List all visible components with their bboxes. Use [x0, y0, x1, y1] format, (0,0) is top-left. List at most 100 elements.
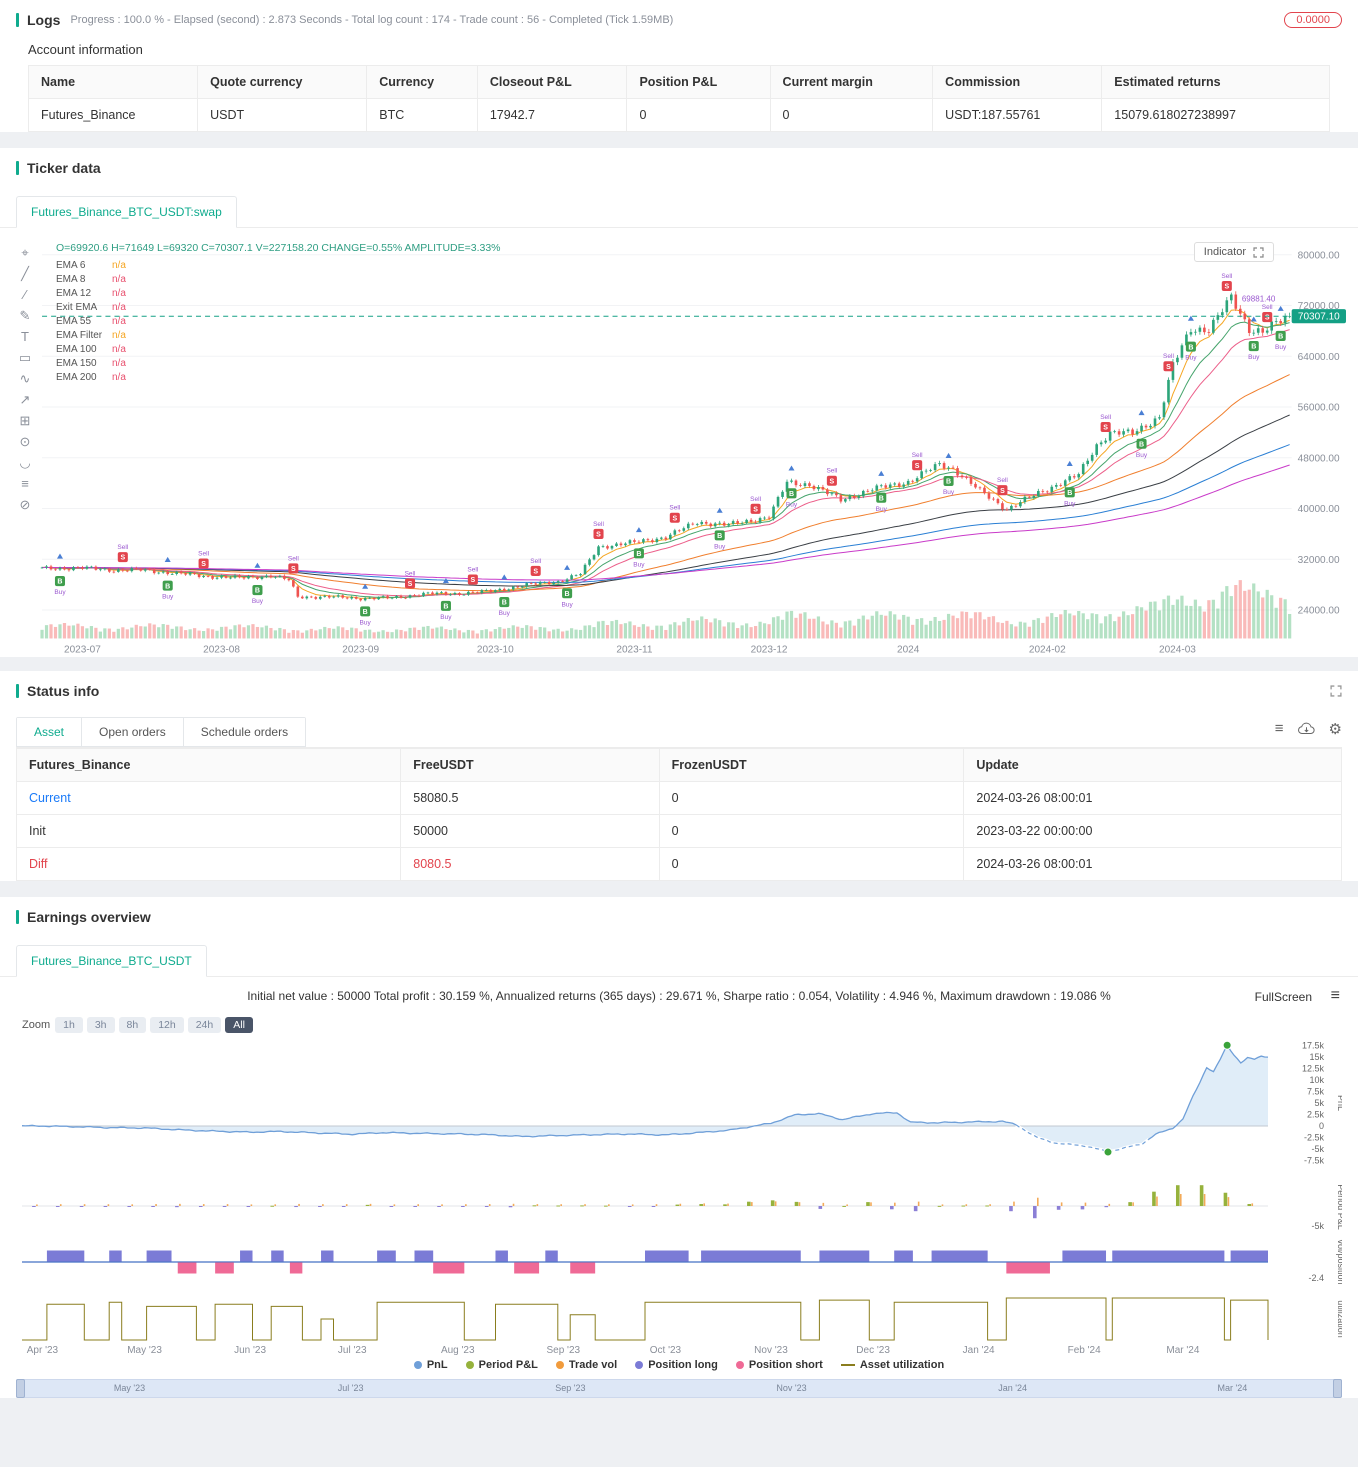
zoom-option-1h[interactable]: 1h [55, 1016, 83, 1033]
legend-item-position-long[interactable]: Position long [635, 1359, 718, 1371]
svg-text:2023-12: 2023-12 [751, 645, 788, 656]
svg-text:S: S [291, 566, 296, 573]
ema-legend-item: EMA 12 n/a [56, 288, 126, 299]
indicator-button-label: Indicator [1203, 246, 1246, 258]
legend-item-trade-vol[interactable]: Trade vol [555, 1359, 617, 1371]
zoom-option-12h[interactable]: 12h [150, 1016, 184, 1033]
svg-text:B: B [789, 491, 794, 498]
expand-icon [1253, 246, 1264, 258]
tab-earnings-symbol[interactable]: Futures_Binance_BTC_USDT [16, 944, 207, 977]
navigator-tick: Jul '23 [337, 1382, 364, 1393]
collapse-icon[interactable] [1330, 685, 1342, 697]
svg-text:Sell: Sell [669, 505, 680, 512]
svg-text:Sell: Sell [288, 555, 299, 562]
wave-pattern-icon[interactable]: ∿ [19, 371, 31, 386]
svg-text:Jun '23: Jun '23 [234, 1345, 266, 1356]
zoom-option-8h[interactable]: 8h [118, 1016, 147, 1033]
tab-asset[interactable]: Asset [17, 717, 83, 746]
zoom-option-24h[interactable]: 24h [187, 1016, 222, 1033]
svg-text:B: B [443, 603, 448, 610]
navigator-left-handle[interactable] [16, 1378, 25, 1398]
svg-text:S: S [830, 478, 835, 485]
status-row-init: Init 50000 0 2023-03-22 00:00:00 [15, 813, 1342, 848]
svg-text:B: B [1139, 441, 1144, 448]
svg-text:S: S [120, 555, 125, 562]
trash-icon[interactable]: ⊘ [19, 497, 31, 512]
account-info-title: Account information [28, 42, 143, 57]
list-tool-icon[interactable]: ≡ [21, 476, 29, 491]
svg-text:-5k: -5k [1311, 1221, 1324, 1231]
svg-text:B: B [1251, 344, 1256, 351]
list-view-icon[interactable]: ≡ [1274, 720, 1284, 738]
section-accent-bar [16, 683, 19, 698]
magnet-icon[interactable]: ◡ [19, 455, 31, 470]
svg-text:17.5k: 17.5k [1302, 1040, 1325, 1050]
indicator-button[interactable]: Indicator [1193, 242, 1274, 262]
svg-text:B: B [565, 591, 570, 598]
zoom-option-3h[interactable]: 3h [86, 1016, 115, 1033]
crosshair-icon[interactable]: ⌖ [21, 245, 29, 260]
svg-text:utilization: utilization [1336, 1300, 1342, 1338]
row-label-current[interactable]: Current [15, 780, 402, 815]
svg-text:-5k: -5k [1311, 1144, 1324, 1154]
chart-toolbar: ⌖ ╱ ∕ ✎ T ▭ ∿ ↗ ⊞ ⊙ ◡ ≡ ⊘ [12, 234, 38, 657]
tab-open-orders[interactable]: Open orders [82, 717, 184, 746]
svg-text:S: S [533, 569, 538, 576]
trendline-icon[interactable]: ╱ [21, 266, 29, 281]
logs-badge[interactable]: 0.0000 [1284, 12, 1342, 28]
col-commission: Commission [932, 65, 1103, 99]
svg-text:Nov '23: Nov '23 [754, 1345, 788, 1356]
zoom-tool-icon[interactable]: ⊙ [19, 434, 31, 449]
earnings-section: Earnings overview Futures_Binance_BTC_US… [0, 896, 1358, 1398]
diff-frozen-usdt: 0 [658, 846, 965, 881]
logs-section: Logs Progress : 100.0 % - Elapsed (secon… [0, 0, 1358, 132]
svg-text:S: S [596, 532, 601, 539]
fullscreen-button[interactable]: FullScreen [1254, 989, 1312, 1004]
svg-text:2.5k: 2.5k [1307, 1109, 1325, 1119]
svg-text:Sell: Sell [405, 570, 416, 577]
rect-shape-icon[interactable]: ▭ [18, 350, 32, 365]
chart-menu-icon[interactable]: ≡ [1330, 986, 1340, 1004]
arrow-tool-icon[interactable]: ↗ [19, 392, 31, 407]
svg-text:Buy: Buy [162, 594, 174, 601]
text-tool-icon[interactable]: T [21, 329, 29, 344]
zoom-option-all[interactable]: All [225, 1016, 253, 1033]
svg-text:0: 0 [1319, 1121, 1324, 1131]
candlestick-chart-area[interactable]: ⌖ ╱ ∕ ✎ T ▭ ∿ ↗ ⊞ ⊙ ◡ ≡ ⊘ 80000.00 72000.00 64000.00 56… [12, 234, 1346, 657]
earnings-title: Earnings overview [27, 908, 151, 925]
settings-gear-icon[interactable]: ⚙ [1328, 720, 1342, 738]
tab-ticker-symbol[interactable]: Futures_Binance_BTC_USDT:swap [16, 196, 237, 228]
svg-text:Jul '23: Jul '23 [338, 1345, 367, 1356]
svg-text:-2.5k: -2.5k [1304, 1132, 1325, 1142]
col-name: Name [27, 65, 199, 99]
svg-text:Sell: Sell [1221, 273, 1232, 280]
navigator-right-handle[interactable] [1333, 1378, 1342, 1398]
legend-item-pnl[interactable]: PnL [413, 1359, 448, 1371]
cloud-download-icon[interactable] [1297, 722, 1315, 735]
svg-text:B: B [717, 533, 722, 540]
svg-text:S: S [915, 463, 920, 470]
navigator-tick: Mar '24 [1217, 1382, 1248, 1393]
init-update-time: 2023-03-22 00:00:00 [963, 813, 1342, 848]
legend-item-asset-utilization[interactable]: Asset utilization [840, 1359, 944, 1371]
svg-text:56000.00: 56000.00 [1298, 403, 1340, 414]
svg-text:S: S [471, 577, 476, 584]
svg-text:Dec '23: Dec '23 [856, 1345, 890, 1356]
svg-text:Buy: Buy [1136, 452, 1148, 459]
ticker-section: Ticker data Futures_Binance_BTC_USDT:swa… [0, 148, 1358, 657]
earnings-chart-svg[interactable]: 17.5k15k12.5k10k7.5k5k2.5k0-2.5k-5k-7.5k… [16, 1035, 1342, 1357]
brush-icon[interactable]: ✎ [19, 308, 31, 323]
svg-text:24000.00: 24000.00 [1298, 606, 1340, 617]
tab-schedule-orders[interactable]: Schedule orders [183, 717, 306, 746]
svg-text:64000.00: 64000.00 [1298, 352, 1340, 363]
svg-text:-2.4: -2.4 [1308, 1273, 1324, 1283]
fib-icon[interactable]: ∕ [23, 287, 27, 302]
status-table: Futures_Binance FreeUSDT FrozenUSDT Upda… [15, 747, 1342, 881]
status-row-current: Current 58080.5 0 2024-03-26 08:00:01 [15, 780, 1342, 815]
range-navigator[interactable]: May '23 Jul '23 Sep '23 Nov '23 Jan '24 Mar '… [16, 1378, 1342, 1398]
legend-item-period-p-l[interactable]: Period P&L [465, 1359, 538, 1371]
grid-tool-icon[interactable]: ⊞ [19, 413, 31, 428]
ticker-candlestick-svg[interactable]: 80000.00 72000.00 64000.00 56000.00 48000.00… [38, 234, 1346, 657]
legend-item-position-short[interactable]: Position short [735, 1359, 823, 1371]
ema-legend-item: Exit EMA n/a [56, 302, 126, 313]
